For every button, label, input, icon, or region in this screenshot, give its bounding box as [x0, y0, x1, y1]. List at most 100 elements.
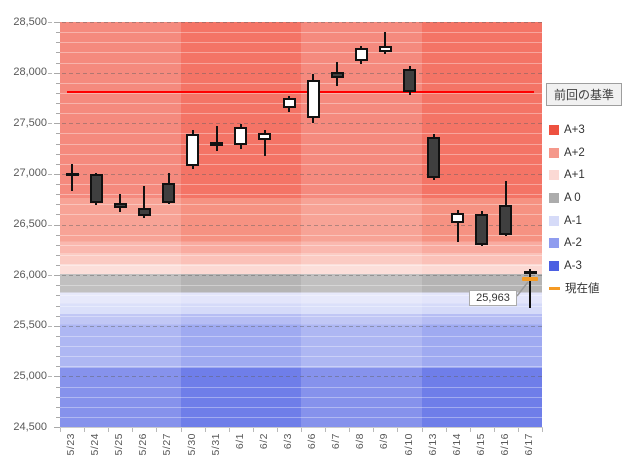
minor-gridline — [60, 204, 542, 206]
major-gridline — [48, 376, 542, 378]
y-axis-tick — [56, 204, 60, 206]
previous-baseline-line — [67, 90, 534, 93]
minor-gridline — [60, 335, 542, 337]
y-axis-tick — [56, 396, 60, 398]
week-overlay — [60, 22, 181, 427]
legend-label: A+3 — [564, 124, 585, 137]
major-gridline — [48, 224, 542, 226]
y-axis-label: 27,500 — [13, 116, 47, 129]
x-axis-label: 6/7 — [330, 433, 343, 450]
minor-gridline — [60, 366, 542, 368]
minor-gridline — [60, 254, 542, 256]
candle-wick — [71, 163, 74, 192]
minor-gridline — [60, 153, 542, 155]
x-axis-label: 6/10 — [402, 433, 415, 456]
minor-gridline — [60, 305, 542, 307]
candle-body — [162, 183, 175, 204]
legend-square-swatch — [549, 238, 559, 249]
y-axis-label: 27,000 — [13, 167, 47, 180]
y-axis-tick — [56, 82, 60, 84]
legend-label: A-1 — [564, 214, 582, 227]
y-axis-tick — [56, 184, 60, 185]
x-axis-label: 5/25 — [113, 433, 126, 456]
candle-body — [234, 127, 248, 146]
candle-wick — [529, 269, 531, 308]
y-axis-tick — [56, 254, 60, 256]
major-gridline — [48, 275, 542, 277]
y-axis-tick — [56, 285, 60, 287]
y-axis-tick — [56, 335, 60, 337]
y-axis-tick — [56, 32, 60, 34]
minor-gridline — [60, 285, 542, 287]
y-axis-tick — [56, 416, 60, 418]
x-axis-label: 5/30 — [185, 433, 198, 456]
legend-label: A+1 — [564, 169, 585, 182]
minor-gridline — [60, 113, 542, 115]
major-gridline — [48, 325, 542, 327]
x-axis-tick — [156, 428, 158, 432]
legend-square-swatch — [549, 215, 559, 226]
candle-body — [499, 205, 513, 235]
current-value-annotation: 25,963 — [469, 290, 517, 306]
candle-body — [354, 48, 368, 62]
x-axis-label: 6/17 — [523, 433, 535, 456]
y-axis-tick — [56, 356, 60, 358]
legend-dash-swatch — [549, 287, 560, 291]
x-axis-tick — [108, 428, 110, 432]
legend-square-swatch — [549, 125, 559, 136]
x-axis-tick — [542, 428, 543, 432]
y-axis-tick — [56, 244, 60, 246]
candle-wick — [215, 126, 218, 151]
minor-gridline — [60, 396, 542, 398]
legend-label: 現在値 — [565, 283, 600, 296]
candle-wick — [143, 186, 146, 219]
x-axis-label: 6/16 — [498, 433, 511, 456]
y-axis-tick — [56, 92, 60, 94]
y-axis-tick — [56, 153, 60, 155]
minor-gridline — [60, 416, 542, 418]
y-axis-tick — [56, 305, 60, 307]
x-axis-tick — [228, 428, 230, 432]
candle-body — [258, 133, 272, 141]
minor-gridline — [60, 214, 542, 216]
legend-square-swatch — [549, 170, 559, 181]
minor-gridline — [60, 62, 542, 64]
y-axis-tick — [54, 376, 60, 378]
candle-body — [186, 134, 200, 166]
y-axis-tick — [56, 386, 60, 388]
x-axis-tick — [60, 428, 61, 432]
current-value-marker — [522, 276, 538, 281]
major-gridline — [48, 123, 542, 125]
minor-gridline — [60, 103, 542, 104]
x-axis-tick — [469, 428, 471, 432]
legend-item-A+2: A+2 — [549, 142, 600, 165]
y-axis-tick — [56, 265, 60, 266]
plot-area[interactable] — [48, 22, 542, 427]
y-axis-tick — [54, 123, 60, 125]
minor-gridline — [60, 32, 542, 34]
minor-gridline — [60, 386, 542, 388]
y-axis-label: 25,000 — [13, 369, 47, 382]
legend-item-A+1: A+1 — [549, 164, 600, 187]
candle-body — [113, 203, 127, 209]
y-axis-tick — [56, 346, 60, 347]
legend-label: A-2 — [564, 237, 582, 250]
minor-gridline — [60, 295, 542, 297]
candle-wick — [263, 130, 266, 156]
legend-item-A-1: A-1 — [549, 209, 600, 232]
legend-item-A+3: A+3 — [549, 119, 600, 142]
x-axis-label: 6/6 — [306, 433, 319, 450]
y-axis-tick — [56, 194, 60, 196]
legend-square-swatch — [549, 147, 559, 158]
candle-body — [65, 172, 79, 176]
x-axis-label: 6/2 — [257, 433, 270, 450]
candle-body — [378, 46, 392, 53]
minor-gridline — [60, 92, 542, 94]
y-axis-tick — [56, 143, 60, 145]
candle-body — [475, 214, 489, 245]
candle-body — [523, 271, 537, 275]
x-axis-tick — [349, 428, 351, 432]
candle-body — [137, 208, 151, 217]
y-axis-tick — [56, 295, 60, 297]
minor-gridline — [60, 82, 542, 84]
